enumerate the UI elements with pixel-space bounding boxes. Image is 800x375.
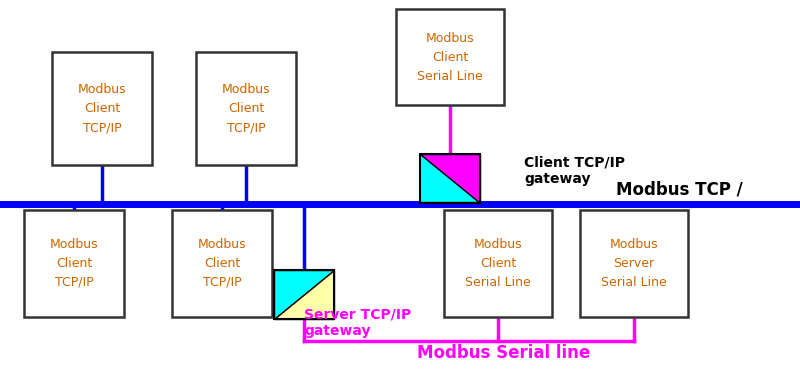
Bar bbox=[274, 270, 334, 319]
Text: Modbus
Client
TCP/IP: Modbus Client TCP/IP bbox=[78, 83, 126, 134]
Text: Modbus
Client
Serial Line: Modbus Client Serial Line bbox=[465, 238, 531, 289]
Text: Modbus TCP /: Modbus TCP / bbox=[616, 180, 742, 198]
Bar bbox=[420, 154, 480, 203]
Text: Modbus
Client
TCP/IP: Modbus Client TCP/IP bbox=[50, 238, 98, 289]
Text: Client TCP/IP
gateway: Client TCP/IP gateway bbox=[524, 156, 625, 186]
Text: Modbus
Server
Serial Line: Modbus Server Serial Line bbox=[601, 238, 667, 289]
Bar bbox=[580, 210, 688, 317]
Text: Modbus
Client
TCP/IP: Modbus Client TCP/IP bbox=[222, 83, 270, 134]
Text: Modbus
Client
TCP/IP: Modbus Client TCP/IP bbox=[198, 238, 246, 289]
Bar bbox=[444, 210, 552, 317]
Bar bbox=[396, 9, 504, 105]
Polygon shape bbox=[274, 270, 334, 319]
Polygon shape bbox=[420, 154, 480, 203]
Text: Modbus Serial line: Modbus Serial line bbox=[418, 344, 590, 362]
Bar bbox=[172, 210, 272, 317]
Polygon shape bbox=[274, 270, 334, 319]
Bar bbox=[52, 53, 152, 165]
Text: Server TCP/IP
gateway: Server TCP/IP gateway bbox=[304, 308, 411, 338]
Text: Modbus
Client
Serial Line: Modbus Client Serial Line bbox=[417, 32, 483, 83]
Polygon shape bbox=[420, 154, 480, 203]
Bar bbox=[196, 53, 296, 165]
Bar bbox=[24, 210, 124, 317]
